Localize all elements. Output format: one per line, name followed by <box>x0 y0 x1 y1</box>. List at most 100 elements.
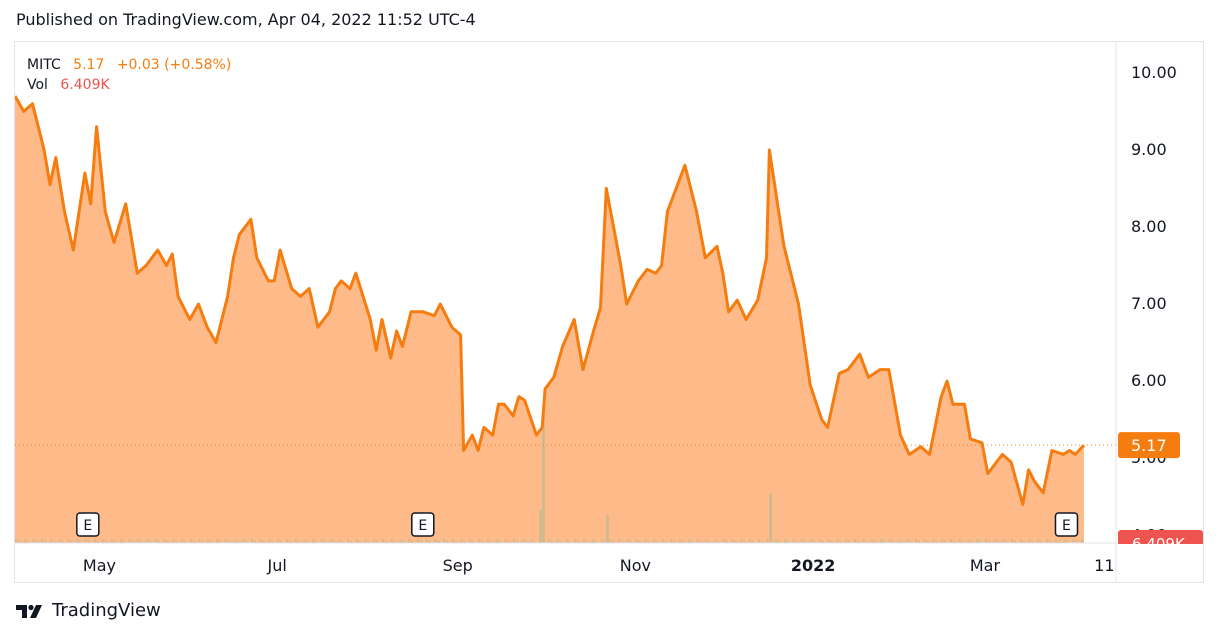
volume-bar <box>705 539 708 543</box>
volume-bar <box>280 540 283 543</box>
published-caption: Published on TradingView.com, Apr 04, 20… <box>16 10 476 29</box>
volume-bar <box>880 539 883 543</box>
volume-bar <box>926 540 929 543</box>
volume-bar <box>486 539 489 543</box>
volume-bar <box>227 540 230 543</box>
earnings-marker-label: E <box>418 518 427 534</box>
price-line <box>15 95 1086 506</box>
volume-bar <box>271 540 274 543</box>
volume-bar <box>1057 540 1060 543</box>
volume-bar <box>941 539 944 543</box>
volume-bar <box>996 540 999 543</box>
volume-bar <box>76 539 79 543</box>
legend-symbol: MITC <box>27 57 61 73</box>
volume-bar <box>795 540 798 543</box>
volume-bar <box>673 540 676 543</box>
volume-bar <box>416 539 419 543</box>
volume-bar <box>594 540 597 543</box>
x-tick-label: Mar <box>970 556 1001 575</box>
volume-bar <box>743 540 746 543</box>
volume-bar <box>574 539 577 543</box>
volume-bar <box>198 539 201 543</box>
volume-bar <box>900 540 903 543</box>
volume-bar <box>312 539 315 543</box>
volume-bar <box>67 539 70 543</box>
chart-legend: MITC 5.17 +0.03 (+0.58%) Vol 6.409K <box>27 55 231 95</box>
volume-bar <box>93 539 96 543</box>
volume-bar <box>32 539 35 543</box>
volume-bar <box>119 539 122 543</box>
volume-bar <box>629 540 632 543</box>
volume-bar <box>935 540 938 543</box>
volume-bar <box>268 539 271 543</box>
earnings-marker-icon[interactable]: E <box>76 512 100 537</box>
volume-bar <box>515 540 518 543</box>
volume-bar <box>122 540 125 543</box>
price-area <box>15 96 1084 543</box>
volume-bar <box>163 539 166 543</box>
volume-bar <box>183 540 186 543</box>
volume-spike <box>769 494 772 543</box>
volume-bar <box>434 539 437 543</box>
volume-bar <box>137 539 140 543</box>
earnings-marker-label: E <box>1062 518 1071 534</box>
volume-bar <box>687 539 690 543</box>
volume-bar <box>853 539 856 543</box>
volume-bar <box>801 539 804 543</box>
volume-bar <box>891 540 894 543</box>
volume-bar <box>15 539 17 543</box>
volume-bar <box>751 540 754 543</box>
volume-bar <box>600 539 603 543</box>
y-tick-label: 6.00 <box>1131 371 1167 390</box>
earnings-marker-box <box>411 512 435 537</box>
volume-bar <box>166 540 169 543</box>
volume-bar <box>306 540 309 543</box>
volume-bar <box>970 540 973 543</box>
volume-bar <box>146 539 149 543</box>
legend-change: +0.03 (+0.58%) <box>116 57 232 73</box>
volume-bar <box>79 540 82 543</box>
volume-bar <box>708 540 711 543</box>
earnings-marker-icon[interactable]: E <box>411 512 435 537</box>
volume-bar <box>958 539 961 543</box>
volume-bar <box>1075 540 1078 543</box>
volume-bar <box>804 540 807 543</box>
volume-bar <box>175 540 178 543</box>
volume-bar <box>478 539 481 543</box>
earnings-marker-icon[interactable]: E <box>1054 512 1079 537</box>
volume-bar <box>245 540 248 543</box>
x-tick-label: Sep <box>443 556 473 575</box>
volume-spike <box>606 514 609 543</box>
x-tick-label: Nov <box>620 556 651 575</box>
volume-bar <box>1049 540 1052 543</box>
volume-bar <box>786 540 789 543</box>
volume-bar <box>114 540 117 543</box>
volume-bar <box>906 539 909 543</box>
volume-bar <box>530 539 533 543</box>
volume-spike <box>539 509 542 543</box>
volume-bar <box>513 539 516 543</box>
last-price-label: 5.17 <box>1131 436 1167 455</box>
volume-bar <box>285 539 288 543</box>
volume-bar <box>189 539 192 543</box>
volume-bar <box>792 539 795 543</box>
volume-bar <box>323 540 326 543</box>
volume-badge-label: 6.409K <box>1132 535 1186 553</box>
volume-bar <box>1005 540 1008 543</box>
volume-bar <box>862 539 865 543</box>
volume-badge-group: 6.409K <box>1118 530 1203 553</box>
volume-bar <box>224 539 227 543</box>
volume-bar <box>679 539 682 543</box>
volume-bar <box>979 540 982 543</box>
volume-bar <box>923 539 926 543</box>
volume-bar <box>303 539 306 543</box>
volume-bar <box>617 539 620 543</box>
tradingview-logo-icon <box>16 604 42 618</box>
legend-price: 5.17 <box>73 57 105 73</box>
volume-bar <box>376 540 379 543</box>
volume-bar <box>41 539 44 543</box>
volume-bar <box>460 539 463 543</box>
volume-bar <box>871 539 874 543</box>
last-price-badge <box>1118 432 1180 459</box>
